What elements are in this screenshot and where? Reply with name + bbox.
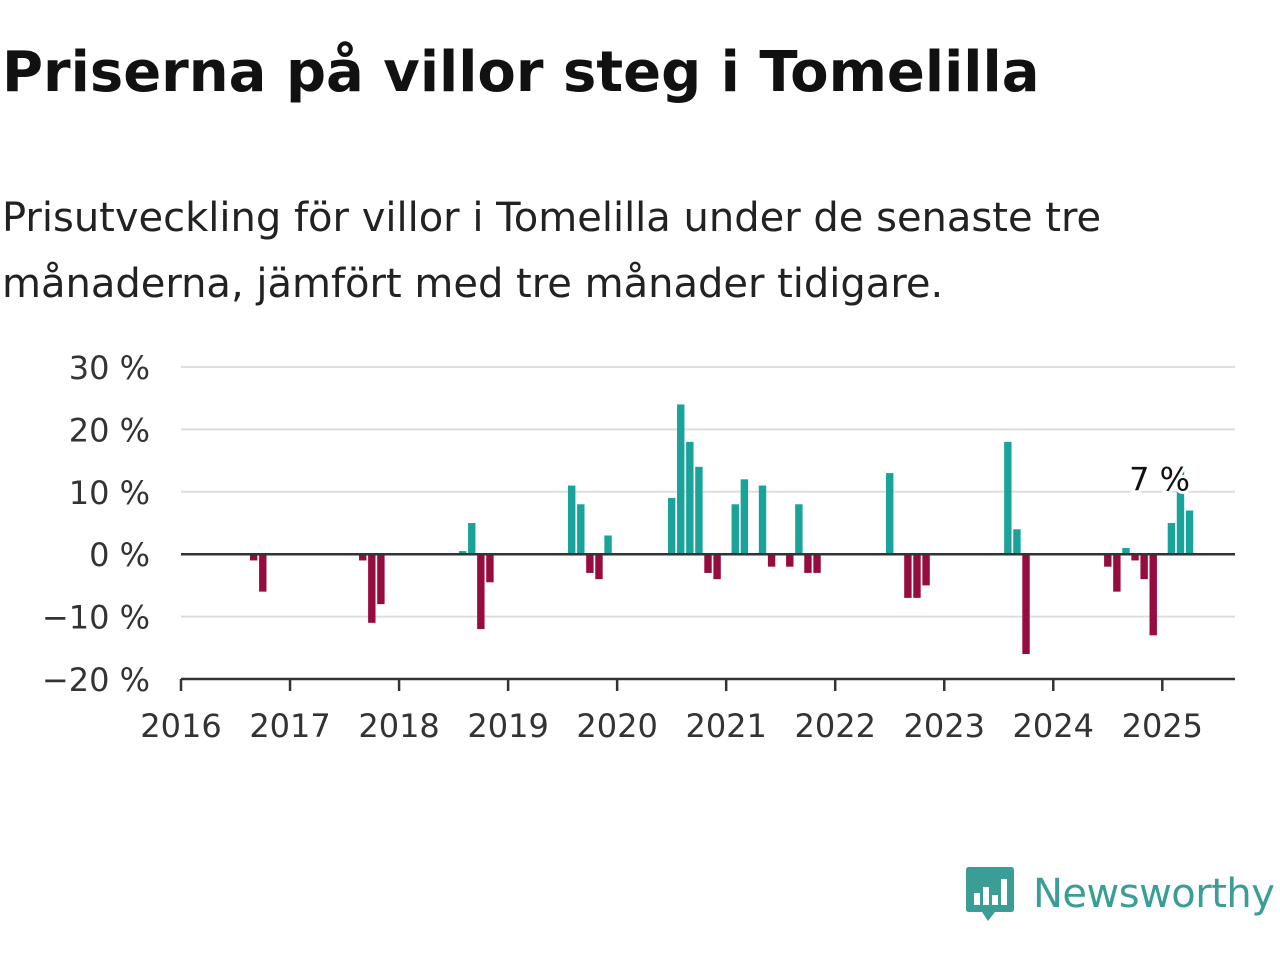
bar — [249, 554, 258, 561]
bar — [1022, 554, 1030, 655]
bar — [922, 554, 930, 586]
x-tick-label: 2020 — [576, 707, 657, 745]
bar — [886, 473, 894, 555]
bar — [586, 554, 594, 573]
bar — [1131, 554, 1139, 561]
bar — [786, 554, 794, 567]
y-tick-label: 30 % — [69, 349, 150, 387]
bar — [577, 504, 585, 555]
bar — [377, 554, 385, 605]
y-tick-label: −20 % — [42, 661, 150, 699]
bar — [477, 554, 485, 630]
grid-lines — [181, 366, 1235, 680]
bar — [686, 441, 694, 555]
bar — [1176, 466, 1185, 555]
value-annotation: 7 % — [1129, 461, 1190, 499]
chart-title: Priserna på villor steg i Tomelilla — [2, 40, 1040, 105]
bar — [568, 485, 576, 555]
bar — [767, 554, 776, 567]
y-tick-label: 0 % — [89, 536, 150, 574]
x-tick-label: 2023 — [904, 707, 985, 745]
bar — [359, 554, 367, 561]
bar — [740, 479, 749, 555]
bar — [259, 554, 267, 592]
x-tick-label: 2018 — [358, 707, 439, 745]
bar — [1104, 554, 1112, 567]
bar — [731, 504, 739, 555]
bar — [604, 535, 612, 555]
x-tick-label: 2025 — [1122, 707, 1203, 745]
y-tick-label: −10 % — [42, 599, 150, 637]
chart-subtitle: Prisutveckling för villor i Tomelilla un… — [2, 195, 1102, 307]
bar — [704, 554, 712, 573]
annotations: 7 % — [1126, 458, 1193, 502]
y-tick-label: 20 % — [69, 411, 150, 449]
bar — [904, 554, 912, 598]
bar — [795, 504, 803, 555]
bar — [913, 554, 921, 598]
x-tick-label: 2024 — [1013, 707, 1094, 745]
bar — [695, 466, 703, 555]
bar — [486, 554, 494, 583]
bar — [1122, 547, 1130, 555]
bar — [595, 554, 603, 580]
bar — [667, 498, 676, 555]
bar — [1113, 554, 1121, 592]
bar — [813, 554, 821, 573]
x-tick-label: 2022 — [794, 707, 875, 745]
bar — [1185, 510, 1194, 555]
brand-name: Newsworthy — [1033, 871, 1275, 917]
bar — [458, 551, 467, 555]
axes — [179, 552, 1235, 691]
bar — [804, 554, 812, 573]
bar — [1149, 554, 1157, 636]
bar — [1004, 441, 1012, 555]
x-tick-label: 2019 — [467, 707, 548, 745]
bar — [1140, 554, 1148, 580]
bars — [249, 404, 1194, 655]
y-tick-label: 10 % — [69, 474, 150, 512]
bar — [1167, 523, 1176, 555]
brand: Newsworthy — [965, 865, 1275, 923]
bar — [1013, 529, 1021, 555]
newsworthy-logo-icon — [966, 867, 1014, 921]
tick-labels: 30 % 20 % 10 % 0 % −10 % −20 % 2016 2017 2018 201… — [42, 349, 1203, 745]
bar — [468, 523, 476, 555]
bar — [713, 554, 721, 580]
bar — [758, 485, 767, 555]
x-tick-label: 2016 — [140, 707, 221, 745]
x-tick-label: 2021 — [685, 707, 766, 745]
bar — [677, 404, 685, 555]
x-tick-label: 2017 — [249, 707, 330, 745]
bar — [368, 554, 376, 623]
